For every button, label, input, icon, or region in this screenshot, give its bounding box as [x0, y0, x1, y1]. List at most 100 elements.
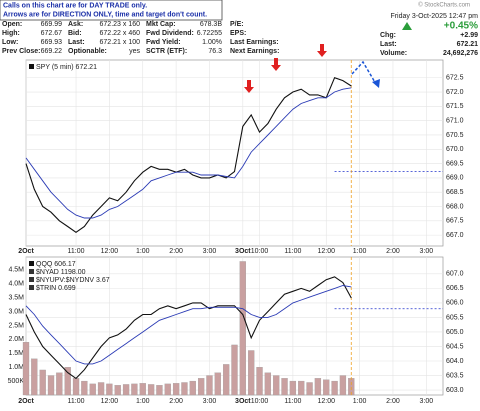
y-tick-label: 667.0 [446, 232, 464, 239]
y-tick-label: 604.5 [446, 343, 464, 350]
up-triangle [402, 22, 412, 30]
x-tick-label: 3Oct [235, 398, 251, 405]
x-tick-label: 10:00 [251, 248, 269, 255]
info-value: +2.99 [460, 32, 478, 39]
info-value: 669.93 [41, 39, 63, 46]
volume-tick-label: 3.5M [8, 294, 24, 301]
x-tick-label: 3:00 [203, 398, 217, 405]
volume-tick-label: 4.0M [8, 281, 24, 288]
y-tick-label: 603.0 [446, 387, 464, 394]
legend-entry: $TRIN 0.699 [36, 285, 76, 292]
legend-swatch [29, 277, 34, 282]
volume-bar [181, 382, 188, 396]
x-tick-label: 3:00 [420, 398, 434, 405]
date: Friday 3-Oct-2025 12:47 pm [390, 13, 478, 20]
y-tick-label: 669.0 [446, 175, 464, 182]
info-label: Last: [68, 39, 85, 46]
volume-bar [256, 367, 263, 396]
y-tick-label: 668.0 [446, 203, 464, 210]
volume-bar [122, 384, 130, 396]
volume-bar [139, 383, 146, 396]
x-tick-label: 3Oct [235, 248, 251, 255]
moving-average [25, 87, 352, 219]
volume-bar [147, 384, 155, 396]
volume-bar [248, 350, 255, 396]
volume-bar [264, 372, 272, 396]
moving-average [25, 285, 352, 365]
info-value: 1.00% [202, 39, 222, 46]
legend-entry: $NYUPV:$NYDNV 3.67 [36, 277, 110, 284]
x-tick-label: 1:00 [353, 398, 367, 405]
y-tick-label: 603.5 [446, 372, 464, 379]
info-label: Last Earnings: [230, 39, 279, 46]
legend-swatch [29, 64, 34, 69]
legend-entry: SPY (5 min) 672.21 [36, 64, 97, 71]
copyright: © StockCharts.com [418, 2, 470, 9]
info-value: 672.21 x 100 [100, 39, 141, 46]
volume-bar [164, 383, 171, 396]
x-tick-label: 1:00 [353, 248, 367, 255]
note: Calls on this chart are for DAY TRADE on… [3, 2, 147, 9]
volume-bar [47, 375, 55, 396]
volume-bar [231, 344, 238, 396]
volume-tick-label: 1.0M [8, 364, 24, 371]
volume-bar [81, 380, 88, 396]
x-tick-label: 11:00 [68, 248, 85, 255]
x-tick-label: 3:00 [203, 248, 217, 255]
panel [25, 59, 444, 247]
info-label: SCTR (ETF): [146, 48, 187, 55]
info-label: Prev Close: [2, 48, 41, 55]
y-tick-label: 606.0 [446, 300, 464, 307]
volume-tick-label: 500K [8, 378, 25, 385]
info-value: 672.22 x 460 [100, 30, 141, 37]
x-tick-label: 2Oct [18, 398, 34, 405]
y-tick-label: 670.0 [446, 146, 464, 153]
note: Arrows are for DIRECTION ONLY, time and … [3, 11, 207, 18]
info-label: Next Earnings: [230, 48, 279, 55]
info-label: Bid: [68, 30, 82, 37]
info-label: Optionable: [68, 48, 107, 55]
legend-swatch [29, 269, 34, 274]
y-tick-label: 607.0 [446, 271, 464, 278]
y-tick-label: 668.5 [446, 189, 464, 196]
volume-bar [298, 380, 305, 396]
info-label: EPS: [230, 30, 246, 37]
x-tick-label: 2Oct [18, 248, 34, 255]
volume-tick-label: 1.5M [8, 350, 24, 357]
volume-bar [306, 382, 313, 396]
x-tick-label: 11:00 [284, 248, 301, 255]
y-tick-label: 667.5 [446, 218, 464, 225]
volume-bar [56, 372, 63, 396]
volume-bar [189, 380, 196, 396]
y-tick-label: 672.0 [446, 89, 464, 96]
info-label: Chg: [380, 32, 396, 39]
volume-bar [339, 375, 347, 396]
y-tick-label: 604.0 [446, 358, 464, 365]
x-tick-label: 1:00 [136, 248, 150, 255]
x-tick-label: 3:00 [420, 248, 434, 255]
x-tick-label: 12:00 [101, 248, 119, 255]
volume-bar [314, 378, 322, 396]
volume-tick-label: 4.5M [8, 267, 24, 274]
volume-bar [197, 378, 205, 396]
volume-bar [223, 364, 230, 396]
y-tick-label: 669.5 [446, 160, 464, 167]
volume-bar [214, 372, 221, 396]
x-tick-label: 10:00 [251, 398, 269, 405]
y-tick-label: 605.5 [446, 314, 464, 321]
info-value: 672.21 [457, 41, 479, 48]
volume-bar [114, 385, 121, 396]
legend-swatch [29, 285, 34, 290]
y-tick-label: 671.0 [446, 118, 464, 125]
info-label: Last: [380, 41, 397, 48]
legend-swatch [29, 261, 34, 266]
volume-bar [31, 358, 38, 396]
info-label: Low: [2, 39, 18, 46]
x-tick-label: 1:00 [136, 398, 150, 405]
volume-bar [131, 383, 138, 396]
volume-bar [239, 261, 246, 396]
legend-entry: QQQ 606.17 [36, 261, 76, 268]
info-value: 669.22 [41, 48, 63, 55]
info-value: 672.23 x 160 [100, 21, 141, 28]
